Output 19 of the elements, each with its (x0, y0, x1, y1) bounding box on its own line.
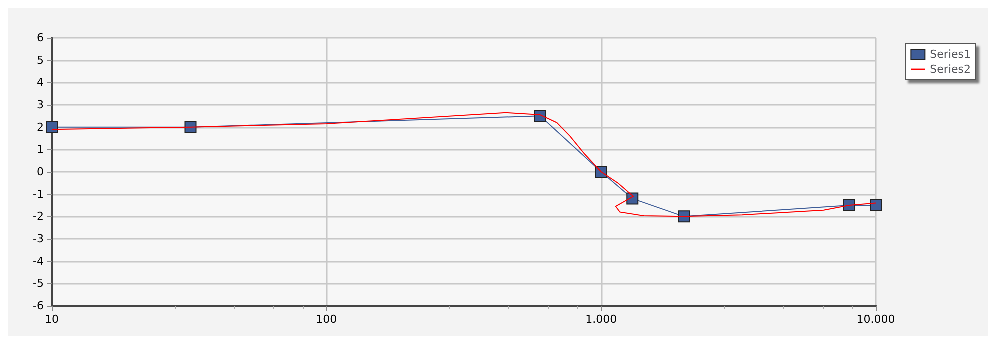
x-tick-label: 10 (45, 313, 59, 326)
y-tick-label: 3 (37, 98, 44, 112)
y-tick-label: 1 (37, 143, 44, 156)
y-tick-label: -3 (33, 232, 44, 246)
y-tick-label: 2 (37, 120, 44, 134)
y-tick-label: -4 (33, 254, 44, 268)
y-tick-label: -6 (33, 300, 44, 312)
legend-label: Series2 (930, 63, 971, 76)
y-tick-label: 0 (37, 166, 44, 178)
y-tick-label: -2 (33, 210, 44, 224)
y-tick-label: 6 (37, 32, 44, 44)
y-tick-label: -5 (33, 277, 44, 290)
y-tick-label: -1 (33, 188, 44, 201)
x-tick-label: 10.000 (856, 313, 896, 326)
y-tick-label: 4 (37, 76, 44, 90)
legend-label: Series1 (930, 48, 971, 61)
x-tick-label: 1.000 (586, 313, 618, 326)
x-tick-label: 100 (316, 313, 338, 326)
y-tick-label: 5 (37, 54, 44, 67)
